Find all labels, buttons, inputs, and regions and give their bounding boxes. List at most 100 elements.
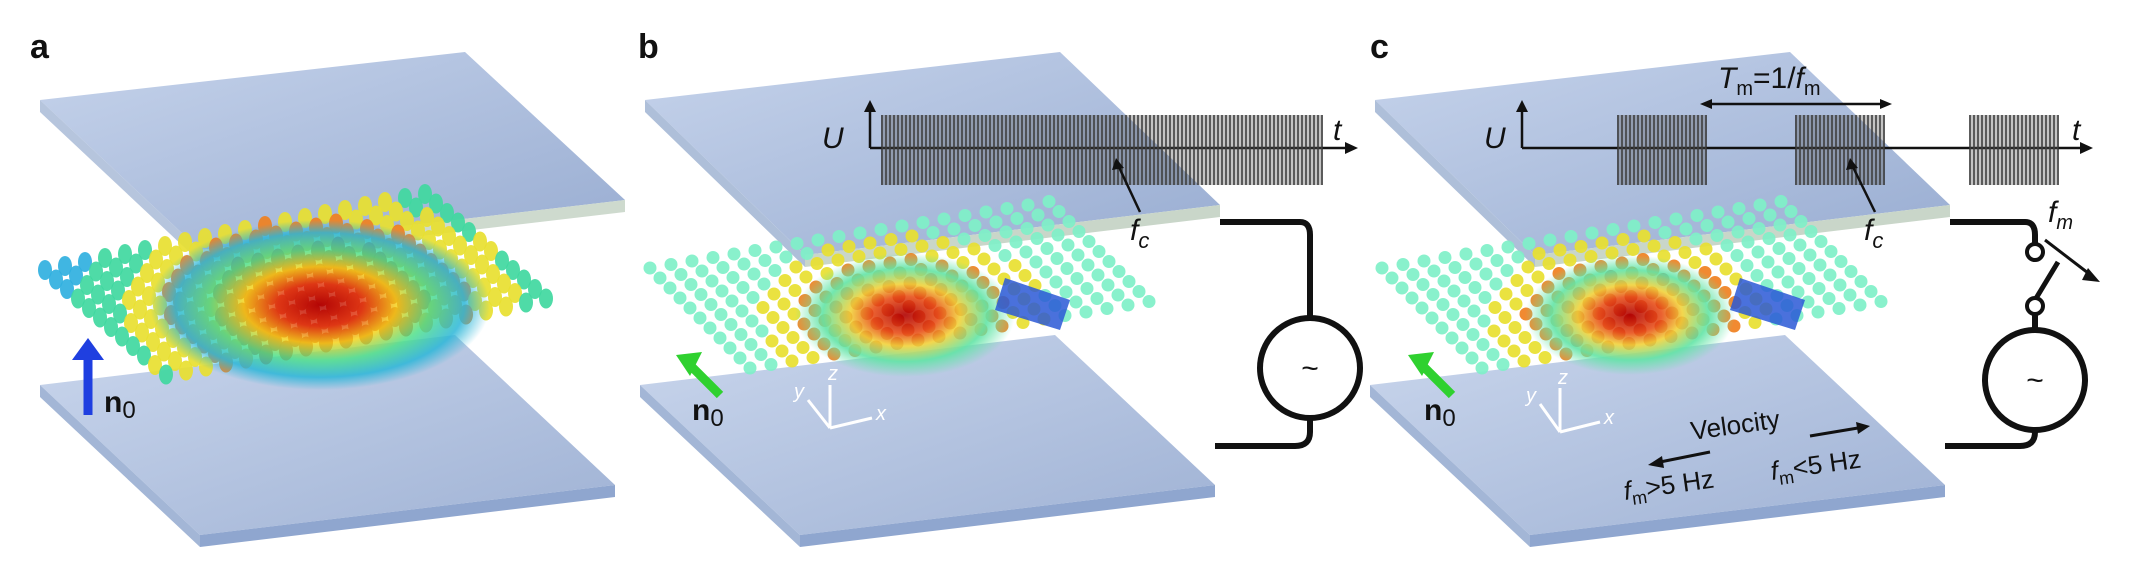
- director-cone: [1732, 202, 1746, 215]
- director-cone: [1689, 232, 1703, 246]
- director-cone: [89, 261, 103, 282]
- director-cone: [158, 236, 172, 256]
- director-cone: [1425, 311, 1439, 325]
- director-cone: [777, 297, 791, 311]
- director-cone: [1803, 248, 1817, 262]
- director-cone: [1079, 305, 1093, 319]
- director-cone: [1415, 301, 1429, 315]
- director-cone: [800, 247, 814, 260]
- director-cone: [358, 196, 372, 216]
- director-cone: [1823, 268, 1837, 282]
- velocity-arrow-left-c: [1659, 450, 1711, 464]
- bottom-plate-edge: [200, 485, 615, 547]
- director-cone: [1100, 302, 1114, 315]
- director-cone: [113, 303, 127, 324]
- director-cone: [1710, 229, 1724, 242]
- director-cone: [1626, 243, 1640, 256]
- director-cone: [653, 271, 667, 285]
- director-cone: [418, 184, 432, 204]
- director-cone: [786, 331, 800, 344]
- director-cone: [716, 261, 730, 274]
- bottom-electrode-plate: [40, 335, 615, 535]
- director-cone: [1794, 215, 1808, 228]
- carrier-waveform-b: [881, 115, 1323, 185]
- director-cone: [1669, 212, 1683, 226]
- director-cone: [1553, 243, 1567, 257]
- director-cone: [1466, 328, 1480, 341]
- director-cone: [779, 250, 793, 264]
- director-cone: [1448, 261, 1462, 274]
- switch-label-c: fm: [2048, 196, 2073, 234]
- director-cone: [735, 304, 749, 318]
- director-cone: [451, 212, 465, 233]
- director-cone: [58, 256, 72, 276]
- director-cone: [1783, 228, 1797, 242]
- director-cone: [705, 274, 719, 288]
- director-cone: [1010, 212, 1024, 225]
- director-cone: [506, 260, 520, 280]
- director-cone: [508, 283, 522, 303]
- director-cone: [957, 232, 971, 246]
- director-cone: [1520, 284, 1534, 297]
- director-cone: [1469, 257, 1483, 271]
- director-cone: [440, 203, 454, 223]
- director-cone: [1761, 255, 1775, 269]
- director-cone: [517, 269, 531, 290]
- director-cone: [389, 201, 403, 222]
- director-cone: [122, 290, 136, 310]
- director-cone: [725, 294, 739, 308]
- velocity-arrowhead-right-c: [1856, 422, 1870, 434]
- director-cone: [727, 247, 741, 261]
- director-cone: [724, 318, 738, 331]
- voltage-axis-arrow-b: [864, 100, 876, 112]
- director-cone: [1751, 245, 1765, 259]
- director-cone: [1092, 245, 1106, 258]
- director-cone: [124, 313, 138, 333]
- director-cone: [703, 321, 717, 335]
- modulated-waveform-c: [1617, 115, 2059, 185]
- n0-arrowhead-c: [1408, 352, 1434, 376]
- director-cone: [1427, 264, 1441, 278]
- director-cone: [743, 361, 757, 375]
- director-cone: [499, 296, 513, 317]
- director-cone: [91, 284, 105, 305]
- carrier-pointer-head-b: [1112, 158, 1124, 170]
- director-cone: [400, 211, 414, 231]
- top-plate-side: [40, 100, 200, 262]
- director-cone: [1499, 287, 1513, 301]
- director-cone: [146, 332, 160, 352]
- director-cone: [1395, 281, 1409, 295]
- director-cone: [129, 253, 143, 274]
- director-cone: [1080, 282, 1094, 295]
- director-cone: [1132, 285, 1146, 298]
- director-cone: [1061, 238, 1075, 252]
- director-cone: [1051, 228, 1065, 242]
- director-cone: [895, 219, 909, 233]
- n0-arrow-b: [686, 361, 724, 399]
- director-cone: [1050, 252, 1064, 265]
- time-axis-arrow-b: [1345, 142, 1358, 154]
- director-cone: [695, 264, 709, 278]
- director-cone: [757, 277, 771, 291]
- director-cone: [1719, 262, 1733, 276]
- director-cone: [831, 253, 845, 267]
- soliton-tail-b: [995, 278, 1070, 330]
- velocity-arrow-right-c: [1809, 426, 1859, 438]
- director-cone: [1511, 250, 1525, 264]
- director-cone: [733, 351, 747, 365]
- director-cone: [1543, 233, 1557, 247]
- director-cone: [1528, 341, 1542, 354]
- director-cone: [1864, 285, 1878, 298]
- director-cone: [790, 237, 804, 250]
- director-cone: [811, 233, 825, 247]
- switch-contact-bottom-c: [2025, 296, 2045, 316]
- director-cone: [1121, 298, 1135, 312]
- switch-modulation-arrow-c: [2044, 238, 2093, 278]
- director-cone: [1480, 244, 1494, 257]
- director-cone: [1784, 205, 1798, 218]
- director-cone: [528, 279, 542, 299]
- director-cone: [967, 242, 981, 256]
- director-cone: [1531, 270, 1545, 284]
- director-cone: [1824, 245, 1838, 258]
- director-cone: [1521, 260, 1535, 274]
